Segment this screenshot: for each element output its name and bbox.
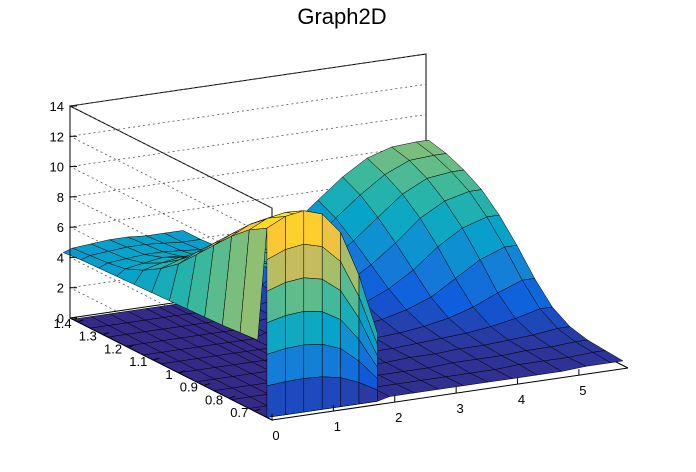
cliff-cell [285, 243, 305, 283]
z-tick-label: 0 [57, 311, 64, 326]
x-tick-label: 3 [457, 401, 464, 416]
y-tick-label: 0.7 [230, 405, 248, 420]
cliff-cell [303, 344, 323, 379]
cliff-cell [285, 210, 305, 250]
y-tick-label: 0.8 [205, 392, 223, 407]
chart-title: Graph2D [297, 4, 386, 29]
y-tick-mark [77, 319, 84, 323]
x-tick-label: 1 [334, 419, 341, 434]
y-tick-mark [102, 332, 109, 336]
z-tick-label: 2 [57, 281, 64, 296]
x-tick-label: 0 [272, 428, 279, 443]
y-tick-mark [254, 408, 261, 412]
cliff-cell [285, 311, 305, 349]
y-tick-label: 0.9 [180, 380, 198, 395]
z-tick-label: 6 [57, 220, 64, 235]
x-tick-label: 5 [579, 383, 586, 398]
cliff-cell [303, 243, 323, 280]
z-tick-label: 4 [57, 250, 64, 265]
cliff-cell [303, 210, 323, 247]
y-tick-label: 1.3 [79, 329, 97, 344]
x-tick-label: 4 [518, 392, 525, 407]
cliff-cell [340, 377, 360, 407]
surface-cell [592, 350, 624, 363]
y-tick-mark [153, 357, 160, 361]
y-tick-label: 1.1 [129, 354, 147, 369]
z-tick-label: 8 [57, 190, 64, 205]
cliff-cell [303, 277, 323, 312]
x-tick-label: 2 [395, 410, 402, 425]
cliff-cell [285, 277, 305, 316]
cliff-cell [285, 378, 305, 416]
z-tick-label: 10 [50, 160, 64, 175]
cliff-cell [358, 382, 378, 405]
cliff-cell [321, 376, 341, 410]
surface-plot [62, 139, 624, 418]
y-axis-line [69, 317, 273, 421]
y-tick-mark [203, 383, 210, 387]
cliff-cell [303, 376, 323, 413]
y-tick-mark [127, 344, 135, 348]
z-tick-label: 12 [50, 129, 64, 144]
cliff-cell [321, 343, 341, 378]
y-tick-mark [228, 395, 236, 399]
cliff-cell [266, 381, 286, 418]
cliff-cell [285, 344, 305, 382]
y-tick-label: 1.2 [104, 341, 122, 356]
x-axis-line [271, 367, 629, 421]
y-tick-mark [178, 370, 185, 374]
cliff-cell [266, 348, 286, 387]
axes-box-front [69, 106, 629, 421]
y-tick-label: 1.4 [53, 316, 71, 331]
cliff-cell [303, 311, 323, 346]
z-tick-label: 14 [50, 99, 64, 114]
y-tick-label: 1 [165, 367, 172, 382]
